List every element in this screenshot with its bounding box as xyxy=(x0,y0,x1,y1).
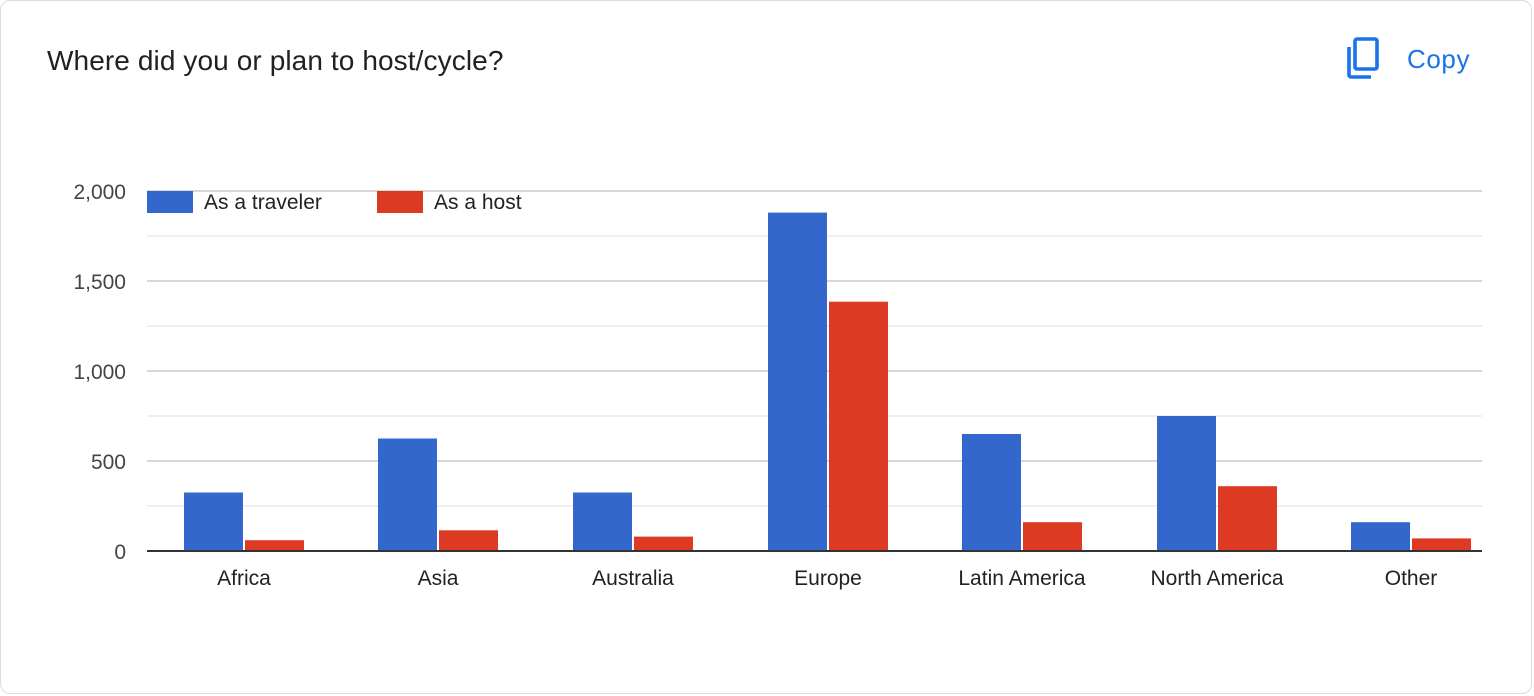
y-axis-ticks: 0 500 1,000 1,500 2,000 xyxy=(73,181,126,564)
legend-swatch xyxy=(377,191,423,213)
legend-label: As a traveler xyxy=(204,191,322,214)
legend-label: As a host xyxy=(434,191,522,214)
y-tick-label: 1,000 xyxy=(73,361,126,384)
bar-traveler-asia xyxy=(378,438,437,551)
bar-host-north-america xyxy=(1218,486,1277,551)
legend: As a traveler As a host xyxy=(147,191,522,214)
y-tick-label: 0 xyxy=(114,541,126,564)
bar-host-europe xyxy=(829,301,888,551)
bar-host-latin-america xyxy=(1023,522,1082,551)
bar-traveler-other xyxy=(1351,522,1410,551)
chart-title: Where did you or plan to host/cycle? xyxy=(47,45,504,76)
copy-icon xyxy=(1347,37,1379,79)
y-tick-label: 1,500 xyxy=(73,271,126,294)
bar-host-africa xyxy=(245,540,304,551)
bar-traveler-africa xyxy=(184,492,243,551)
bars xyxy=(147,212,1482,552)
bar-traveler-north-america xyxy=(1157,416,1216,551)
bar-traveler-australia xyxy=(573,492,632,551)
bar-traveler-europe xyxy=(768,212,827,551)
x-category-label: Latin America xyxy=(958,567,1086,590)
bar-host-other xyxy=(1412,538,1471,551)
copy-button-label: Copy xyxy=(1407,43,1471,74)
legend-swatch xyxy=(147,191,193,213)
y-tick-label: 500 xyxy=(91,451,126,474)
x-axis-categories: Africa Asia Australia Europe Latin America No… xyxy=(217,567,1437,590)
x-category-label: Other xyxy=(1385,567,1438,590)
copy-button[interactable]: Copy xyxy=(1341,33,1491,85)
x-category-label: Australia xyxy=(592,567,674,590)
bar-host-asia xyxy=(439,530,498,551)
x-category-label: Europe xyxy=(794,567,862,590)
bar-traveler-latin-america xyxy=(962,434,1021,551)
y-tick-label: 2,000 xyxy=(73,181,126,204)
bar-host-australia xyxy=(634,536,693,551)
x-category-label: Africa xyxy=(217,567,271,590)
x-category-label: North America xyxy=(1150,567,1283,590)
x-category-label: Asia xyxy=(418,567,459,590)
